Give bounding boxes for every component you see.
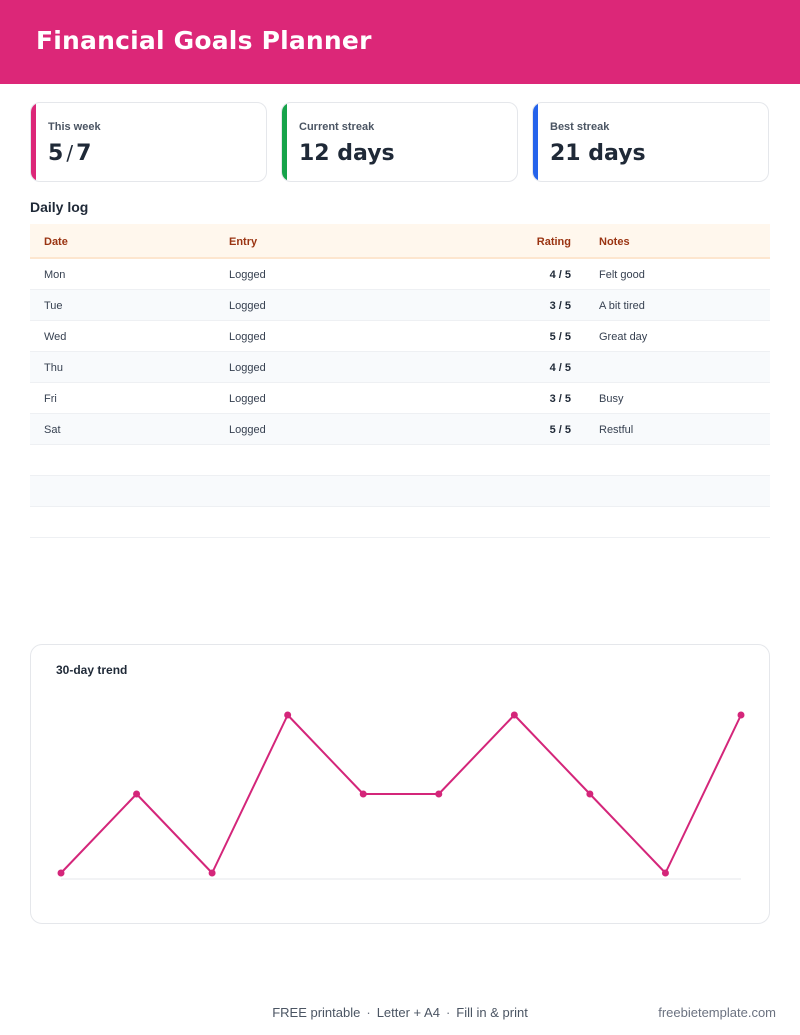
- footer-fill-print: Fill in & print: [456, 1005, 528, 1020]
- footer-free-printable: FREE printable: [272, 1005, 361, 1020]
- trend-line-chart: [57, 711, 745, 880]
- table-row: Thu Logged 4 / 5: [30, 352, 770, 383]
- footer-paper-sizes: Letter + A4: [376, 1005, 440, 1020]
- cell-date: Wed: [44, 331, 67, 343]
- data-point: [586, 790, 594, 798]
- cell-date: Tue: [44, 300, 63, 312]
- table-row: Wed Logged 5 / 5 Great day: [30, 321, 770, 352]
- cell-rating: 3 / 5: [549, 393, 571, 405]
- column-header-entry: Entry: [229, 236, 258, 248]
- week-separator: /: [66, 141, 74, 165]
- data-point: [359, 790, 367, 798]
- cell-notes: Felt good: [599, 269, 645, 281]
- cell-entry: Logged: [229, 269, 266, 281]
- column-header-rating: Rating: [536, 236, 571, 248]
- cell-rating: 5 / 5: [549, 331, 571, 343]
- card-accent-bar: [31, 103, 36, 181]
- cell-notes: Busy: [599, 393, 624, 405]
- cell-entry: Logged: [229, 331, 266, 343]
- week-done: 5: [48, 141, 64, 166]
- cell-entry: Logged: [229, 362, 266, 374]
- data-point: [284, 711, 292, 719]
- card-accent-bar: [282, 103, 287, 181]
- cell-entry: Logged: [229, 300, 266, 312]
- cell-date: Thu: [44, 362, 63, 374]
- cell-notes: Great day: [599, 331, 648, 343]
- cell-entry: Logged: [229, 393, 266, 405]
- table-row: Fri Logged 3 / 5 Busy: [30, 383, 770, 414]
- data-point: [208, 869, 216, 877]
- cell-date: Mon: [44, 269, 66, 281]
- data-point: [435, 790, 443, 798]
- card-value: 5/7: [48, 141, 91, 166]
- data-point: [133, 790, 141, 798]
- week-total: 7: [76, 141, 92, 166]
- column-header-notes: Notes: [599, 236, 630, 248]
- stat-card-current-streak: Current streak 12 days: [281, 102, 518, 182]
- card-label: Best streak: [550, 121, 610, 133]
- card-value: 21 days: [550, 141, 646, 166]
- data-point: [510, 711, 518, 719]
- table-header: Date Entry Rating Notes: [30, 224, 770, 259]
- cell-rating: 3 / 5: [549, 300, 571, 312]
- table-row: [30, 476, 770, 507]
- cell-entry: Logged: [229, 424, 266, 436]
- table-row: Mon Logged 4 / 5 Felt good: [30, 259, 770, 290]
- cell-rating: 4 / 5: [549, 362, 571, 374]
- card-accent-bar: [533, 103, 538, 181]
- card-value: 12 days: [299, 141, 395, 166]
- cell-rating: 5 / 5: [549, 424, 571, 436]
- column-header-date: Date: [44, 236, 68, 248]
- cell-notes: A bit tired: [599, 300, 645, 312]
- footer-separator: ·: [366, 1005, 371, 1020]
- footer-info: FREE printable · Letter + A4 · Fill in & pri…: [0, 1005, 800, 1020]
- daily-log-title: Daily log: [30, 199, 89, 215]
- card-label: This week: [48, 121, 101, 133]
- series-line: [60, 714, 742, 874]
- stat-card-this-week: This week 5/7: [30, 102, 267, 182]
- daily-log-table: Date Entry Rating Notes Mon Logged 4 / 5 Fe…: [30, 224, 770, 538]
- footer-separator: ·: [445, 1005, 451, 1020]
- table-row: [30, 445, 770, 476]
- data-point: [737, 711, 745, 719]
- header-banner: Financial Goals Planner: [0, 0, 800, 84]
- footer-brand: freebietemplate.com: [658, 1005, 776, 1020]
- stat-card-best-streak: Best streak 21 days: [532, 102, 769, 182]
- table-row: Tue Logged 3 / 5 A bit tired: [30, 290, 770, 321]
- cell-date: Fri: [44, 393, 57, 405]
- trend-chart-card: 30-day trend: [30, 644, 770, 924]
- table-row: Sat Logged 5 / 5 Restful: [30, 414, 770, 445]
- data-point: [57, 869, 65, 877]
- chart-title: 30-day trend: [56, 663, 128, 677]
- card-label: Current streak: [299, 121, 375, 133]
- table-row: [30, 507, 770, 538]
- cell-notes: Restful: [599, 424, 634, 436]
- data-point: [661, 869, 669, 877]
- page-title: Financial Goals Planner: [36, 26, 372, 55]
- cell-rating: 4 / 5: [549, 269, 571, 281]
- cell-date: Sat: [44, 424, 61, 436]
